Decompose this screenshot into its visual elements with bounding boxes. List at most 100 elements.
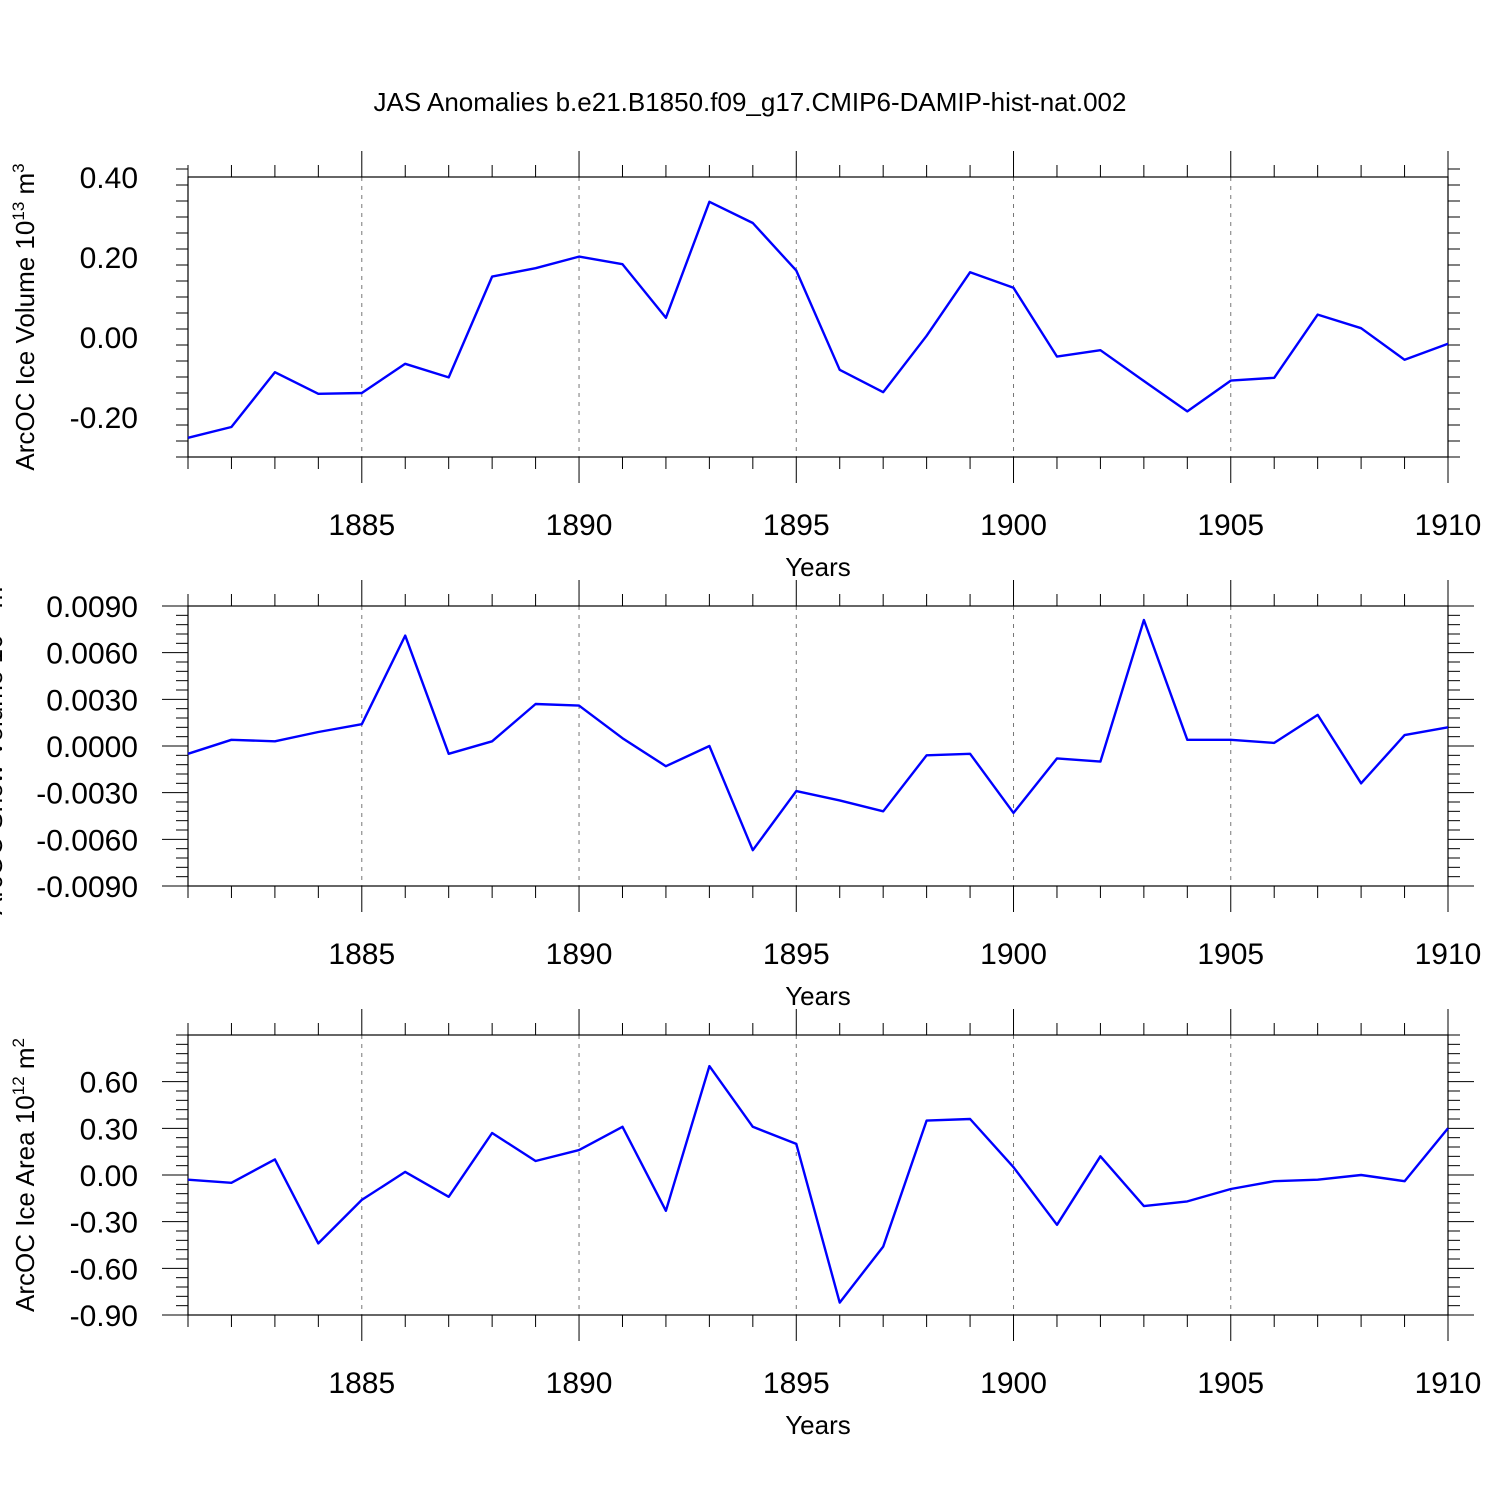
data-point (621, 737, 623, 739)
data-point (665, 765, 667, 767)
y-tick-label: 0.30 (80, 1113, 138, 1146)
data-point (665, 317, 667, 319)
data-point (578, 1149, 580, 1151)
x-tick-label: 1900 (980, 509, 1047, 542)
data-point (404, 363, 406, 365)
x-tick-label: 1890 (546, 509, 613, 542)
data-point (534, 267, 536, 269)
x-tick-label: 1905 (1197, 938, 1264, 971)
data-point (1360, 1174, 1362, 1176)
data-point (882, 391, 884, 393)
data-point (1403, 734, 1405, 736)
data-point (882, 1245, 884, 1247)
x-tick-label: 1900 (980, 1367, 1047, 1400)
y-tick-label: -0.30 (70, 1207, 138, 1240)
data-point (752, 849, 754, 851)
data-point (230, 426, 232, 428)
y-tick-label: 0.00 (80, 322, 138, 355)
data-point (708, 745, 710, 747)
x-tick-label: 1890 (546, 938, 613, 971)
data-point (621, 1126, 623, 1128)
data-point (317, 731, 319, 733)
data-point (447, 376, 449, 378)
data-point (404, 1171, 406, 1173)
data-point (1143, 380, 1145, 382)
y-axis-label: ArcOC Ice Volume 1013 m3 (9, 163, 40, 470)
y-tick-label: 0.60 (80, 1067, 138, 1100)
y-tick-label: 0.0060 (46, 638, 138, 671)
y-tick-label: 0.0030 (46, 684, 138, 717)
x-tick-label: 1910 (1415, 938, 1482, 971)
x-tick-label: 1910 (1415, 1367, 1482, 1400)
data-point (491, 275, 493, 277)
y-tick-label: 0.0000 (46, 731, 138, 764)
data-point (1186, 1200, 1188, 1202)
data-point (1360, 782, 1362, 784)
data-point (187, 1178, 189, 1180)
data-point (1099, 1155, 1101, 1157)
data-point (1056, 757, 1058, 759)
x-tick-label: 1905 (1197, 509, 1264, 542)
data-point (1056, 1224, 1058, 1226)
data-point (361, 1199, 363, 1201)
y-tick-label: -0.0060 (36, 824, 138, 857)
chart-panel-3: -0.90 -0.60 -0.30 0.00 0.30 0.60 1885 1890 1895 1… (9, 1009, 1481, 1440)
data-point (1012, 1166, 1014, 1168)
data-point (1316, 714, 1318, 716)
series-line (187, 1064, 1449, 1304)
x-tick-label: 1885 (328, 938, 395, 971)
x-tick-label: 1910 (1415, 509, 1482, 542)
data-point (839, 1301, 841, 1303)
data-point (1273, 742, 1275, 744)
data-point (795, 1143, 797, 1145)
data-point (795, 790, 797, 792)
data-point (1143, 619, 1145, 621)
x-tick-label: 1895 (763, 1367, 830, 1400)
data-point (1230, 379, 1232, 381)
x-axis-label: Years (785, 552, 851, 582)
data-point (491, 740, 493, 742)
data-point (534, 1160, 536, 1162)
x-axis-label: Years (785, 981, 851, 1011)
x-tick-label: 1900 (980, 938, 1047, 971)
data-point (361, 392, 363, 394)
data-point (1186, 410, 1188, 412)
data-point (1403, 1180, 1405, 1182)
data-point (882, 810, 884, 812)
y-tick-label: -0.60 (70, 1253, 138, 1286)
y-tick-label: 0.00 (80, 1160, 138, 1193)
data-point (1403, 359, 1405, 361)
data-point (1447, 343, 1449, 345)
data-point (1143, 1205, 1145, 1207)
data-point (361, 723, 363, 725)
data-point (752, 222, 754, 224)
data-point (795, 269, 797, 271)
data-point (969, 1118, 971, 1120)
plot-frame (187, 176, 1449, 458)
data-point (274, 1158, 276, 1160)
data-point (1099, 760, 1101, 762)
y-tick-label: -0.90 (70, 1300, 138, 1333)
data-point (1099, 349, 1101, 351)
chart-title: JAS Anomalies b.e21.B1850.f09_g17.CMIP6-… (374, 87, 1127, 117)
y-tick-label: 0.0090 (46, 591, 138, 624)
chart-panel-2: -0.0090 -0.0060 -0.0030 0.0000 0.0030 0.0060 0… (0, 580, 1482, 1011)
data-point (1316, 1178, 1318, 1180)
y-tick-label: -0.20 (70, 402, 138, 435)
data-point (1056, 355, 1058, 357)
data-point (578, 704, 580, 706)
data-point (621, 263, 623, 265)
y-tick-label: 0.40 (80, 162, 138, 195)
data-point (274, 371, 276, 373)
data-point (274, 740, 276, 742)
data-point (1273, 377, 1275, 379)
data-point (230, 1182, 232, 1184)
chart-panel-1: -0.20 0.00 0.20 0.40 1885 1890 1895 1900 1905 191… (9, 151, 1481, 582)
data-point (578, 255, 580, 257)
data-point (1012, 287, 1014, 289)
x-tick-label: 1885 (328, 509, 395, 542)
data-point (1447, 1127, 1449, 1129)
x-axis-label: Years (785, 1410, 851, 1440)
